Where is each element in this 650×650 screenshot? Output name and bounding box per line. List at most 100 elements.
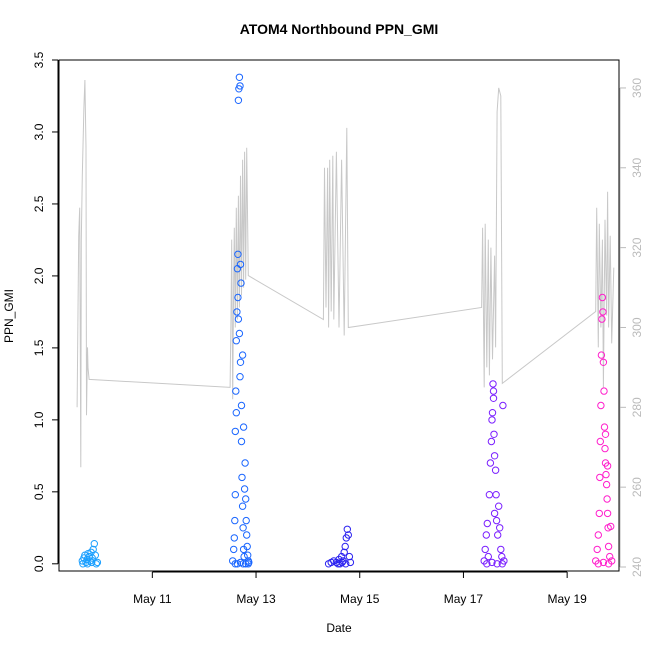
- data-point-s3-19: [496, 524, 504, 532]
- data-point-s3-25: [488, 558, 496, 567]
- data-point-s1-11: [234, 293, 242, 302]
- data-point-s0-14: [93, 558, 102, 567]
- secondary-y-tick-label-4: 320: [630, 237, 644, 257]
- data-point-s1-1: [230, 545, 238, 554]
- data-point-s1-7: [232, 337, 241, 345]
- data-point-s3-27: [498, 560, 506, 568]
- data-point-s1-12: [234, 96, 243, 105]
- y-axis: 0.0 0.5 1.0 1.5 2.0 2.5 3.0 3.5: [32, 51, 59, 572]
- y-tick-label-0: 0.0: [32, 555, 46, 572]
- data-point-s1-31: [243, 531, 251, 539]
- y-axis-label: PPN_GMI: [2, 289, 16, 343]
- data-point-s4-2: [594, 531, 602, 539]
- data-point-s3-14: [491, 466, 500, 474]
- data-point-s1-2: [230, 534, 239, 542]
- x-tick-label-2: May 15: [340, 592, 380, 606]
- data-point-s4-18: [603, 495, 611, 503]
- secondary-y-tick-label-5: 340: [630, 157, 644, 177]
- data-point-s1-20: [237, 401, 246, 410]
- data-point-s3-20: [497, 545, 505, 554]
- data-point-s1-33: [244, 551, 252, 559]
- data-point-s4-25: [594, 560, 602, 568]
- y-tick-label-4: 2.0: [32, 267, 46, 284]
- data-point-s3-15: [492, 491, 500, 499]
- x-tick-label-3: May 17: [444, 592, 484, 606]
- x-axis: May 11 May 13 May 15 May 17 May 19: [133, 571, 587, 606]
- data-point-s3-1: [481, 545, 489, 554]
- data-point-s3-28: [490, 509, 499, 518]
- data-point-s3-8: [488, 416, 496, 424]
- data-point-s1-15: [236, 82, 244, 90]
- data-point-s1-24: [239, 524, 247, 532]
- data-point-s1-3: [231, 516, 239, 525]
- data-point-s1-41: [244, 560, 253, 568]
- chart-title: ATOM4 Northbound PPN_GMI: [240, 21, 439, 37]
- secondary-y-tick-label-3: 300: [630, 317, 644, 337]
- y-tick-label-1: 0.5: [32, 483, 46, 500]
- y-tick-label-5: 2.5: [32, 195, 46, 212]
- data-point-s1-45: [234, 315, 243, 323]
- data-point-s1-4: [231, 491, 240, 499]
- data-point-s1-40: [242, 560, 250, 568]
- data-point-s3-2: [482, 531, 490, 539]
- data-point-s4-11: [599, 358, 608, 366]
- data-point-s1-5: [231, 427, 240, 436]
- data-point-s1-19: [237, 279, 245, 287]
- data-point-s2-17: [342, 560, 350, 568]
- x-axis-label: Date: [326, 621, 352, 635]
- data-point-s1-30: [242, 516, 250, 525]
- data-point-s1-46: [236, 373, 244, 381]
- data-point-s3-29: [489, 387, 498, 395]
- scatter-points-layer: [78, 73, 616, 568]
- secondary-line-layer: [76, 79, 615, 468]
- data-point-s3-24: [483, 560, 491, 568]
- x-tick-label-0: May 11: [133, 592, 172, 606]
- data-point-s1-8: [233, 308, 241, 316]
- data-point-s4-13: [600, 423, 609, 431]
- data-point-s3-6: [486, 459, 495, 467]
- data-point-s4-14: [601, 444, 609, 453]
- data-point-s3-18: [495, 502, 503, 510]
- data-point-s1-42: [232, 409, 241, 417]
- data-point-s1-17: [236, 358, 245, 366]
- y-tick-label-2: 1.0: [32, 411, 46, 428]
- data-point-s2-11: [343, 525, 351, 533]
- data-point-s4-16: [602, 470, 610, 479]
- data-point-s1-10: [234, 250, 242, 259]
- data-point-s4-21: [604, 542, 613, 551]
- data-point-s1-22: [238, 473, 246, 482]
- plot-frame: [58, 59, 620, 572]
- data-point-s0-17: [88, 558, 96, 567]
- data-point-s4-19: [603, 509, 612, 518]
- data-point-s3-13: [490, 452, 499, 460]
- data-point-s4-12: [600, 387, 608, 395]
- data-point-s4-8: [598, 315, 606, 323]
- data-point-s3-17: [494, 531, 502, 539]
- data-point-s4-1: [593, 545, 601, 554]
- secondary-y-axis: 240 260 280 300 320 340 360: [619, 78, 644, 577]
- x-tick-label-1: May 13: [236, 592, 276, 606]
- data-point-s3-26: [493, 560, 501, 568]
- data-point-s3-9: [488, 409, 497, 417]
- data-point-s4-28: [601, 430, 610, 438]
- data-point-s2-9: [341, 542, 349, 551]
- x-tick-label-4: May 19: [547, 592, 587, 606]
- data-point-s4-10: [599, 308, 607, 316]
- data-point-s4-9: [598, 293, 607, 302]
- data-point-s4-3: [595, 509, 603, 518]
- data-point-s4-17: [602, 480, 611, 489]
- data-point-s1-39: [239, 560, 247, 568]
- data-point-s2-15: [334, 560, 342, 568]
- data-point-s3-12: [490, 430, 498, 438]
- data-point-s4-26: [599, 558, 608, 567]
- data-point-s0-12: [91, 551, 100, 559]
- data-point-s4-29: [603, 462, 612, 470]
- data-point-s4-27: [604, 560, 613, 568]
- data-point-s1-36: [231, 560, 240, 568]
- y-tick-label-3: 1.5: [32, 339, 46, 356]
- data-point-s1-16: [235, 329, 244, 338]
- data-point-s3-22: [499, 401, 507, 410]
- data-point-s3-4: [484, 552, 492, 561]
- data-point-s1-28: [241, 459, 249, 467]
